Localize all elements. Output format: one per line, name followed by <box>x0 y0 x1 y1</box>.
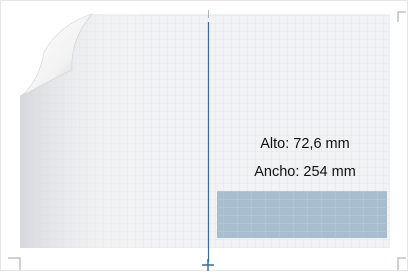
width-label: Ancho: 254 mm <box>254 164 356 180</box>
page: Alto: 72,6 mm Ancho: 254 mm (() => { con… <box>0 0 408 271</box>
selection-area <box>217 191 387 238</box>
illustration: Alto: 72,6 mm Ancho: 254 mm <box>0 0 408 271</box>
height-label: Alto: 72,6 mm <box>260 136 349 152</box>
